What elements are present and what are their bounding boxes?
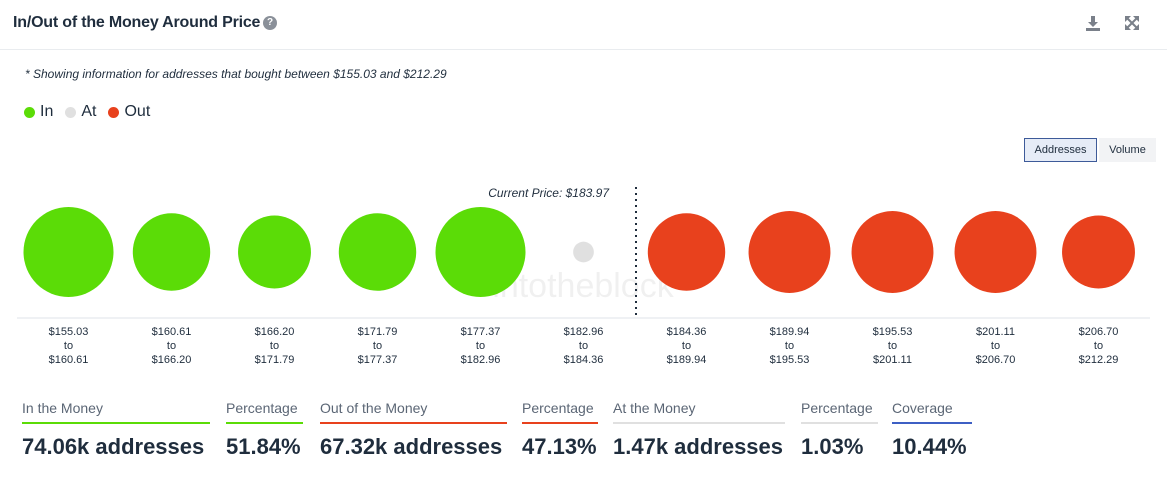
legend-item-at[interactable]: At xyxy=(65,103,96,121)
stats-row: In the Money 74.06k addresses Percentage… xyxy=(0,400,1167,477)
tick-label-to: to xyxy=(682,340,691,352)
addresses-toggle-button[interactable]: Addresses xyxy=(1024,138,1097,162)
tick-label-to: to xyxy=(373,340,382,352)
tick-label-end: $189.94 xyxy=(667,354,707,366)
stat-value: 51.84% xyxy=(226,434,301,459)
tick-label-from: $184.36 xyxy=(667,326,707,338)
tick-label-end: $177.37 xyxy=(358,354,398,366)
stat-rule xyxy=(22,422,210,424)
stat-rule xyxy=(801,422,878,424)
tick-label-to: to xyxy=(991,340,1000,352)
stat-label: At the Money xyxy=(613,400,696,416)
tick-label-end: $160.61 xyxy=(49,354,89,366)
tick-label-end: $201.11 xyxy=(873,354,912,366)
tick-label-from: $206.70 xyxy=(1079,326,1119,338)
stat-rule xyxy=(226,422,303,424)
tick-label-end: $184.36 xyxy=(564,354,604,366)
bubble-out xyxy=(954,211,1037,293)
tick-label-end: $182.96 xyxy=(461,354,501,366)
tick-label-from: $155.03 xyxy=(49,326,89,338)
tick-label-to: to xyxy=(888,340,897,352)
tick-label-end: $195.53 xyxy=(770,354,810,366)
legend-swatch-out xyxy=(108,106,120,118)
tick-label-from: $171.79 xyxy=(358,326,398,338)
bubble-at xyxy=(573,241,594,263)
chart-title: In/Out of the Money Around Price xyxy=(13,14,261,31)
tick-label-to: to xyxy=(64,340,73,352)
legend-label-in: In xyxy=(40,103,54,120)
bubble-in xyxy=(238,215,311,289)
bubble-chart: intotheblock $155.03 to $160.61 $160.61 to $16… xyxy=(17,186,1150,366)
tick-label-from: $177.37 xyxy=(461,326,501,338)
question-circle-icon[interactable]: ? xyxy=(263,16,277,30)
stat-value: 47.13% xyxy=(522,434,597,459)
watermark-text: intotheblock xyxy=(492,267,674,305)
bubble-in xyxy=(435,207,526,297)
stat-in-the-money: In the Money 74.06k addresses xyxy=(22,400,210,460)
legend-item-out[interactable]: Out xyxy=(108,103,150,121)
download-icon[interactable] xyxy=(1084,14,1102,32)
tick-label-end: $171.79 xyxy=(255,354,295,366)
tick-label-to: to xyxy=(476,340,485,352)
current-price-label: Current Price: $183.97 xyxy=(488,186,610,200)
stat-value: 67.32k addresses xyxy=(320,434,503,459)
bubble-out xyxy=(748,211,831,293)
stat-out-percentage: Percentage 47.13% xyxy=(522,400,598,460)
bubble-out xyxy=(1062,215,1135,289)
tick-label-from: $182.96 xyxy=(564,326,604,338)
stat-label: Coverage xyxy=(892,400,953,416)
tick-label-from: $189.94 xyxy=(770,326,810,338)
legend-swatch-at xyxy=(65,106,77,118)
stat-value: 10.44% xyxy=(892,434,967,459)
tick-label-from: $166.20 xyxy=(255,326,295,338)
tick-label-to: to xyxy=(167,340,176,352)
stat-coverage: Coverage 10.44% xyxy=(892,400,972,460)
tick-label-from: $195.53 xyxy=(873,326,913,338)
tick-label-to: to xyxy=(1094,340,1103,352)
legend-item-in[interactable]: In xyxy=(24,103,53,121)
stat-at-the-money: At the Money 1.47k addresses xyxy=(613,400,785,460)
bubble-in xyxy=(338,213,417,291)
stat-label: In the Money xyxy=(22,400,103,416)
expand-icon[interactable] xyxy=(1123,14,1141,32)
stat-out-of-the-money: Out of the Money 67.32k addresses xyxy=(320,400,507,460)
bubble-out xyxy=(647,213,726,291)
volume-toggle-button[interactable]: Volume xyxy=(1099,138,1156,162)
stat-label: Percentage xyxy=(226,400,298,416)
stat-rule xyxy=(892,422,972,424)
stat-label: Out of the Money xyxy=(320,400,428,416)
tick-label-to: to xyxy=(579,340,588,352)
bubble-out xyxy=(851,211,934,293)
stat-value: 1.03% xyxy=(801,434,864,459)
stat-value: 74.06k addresses xyxy=(22,434,205,459)
tick-label-end: $166.20 xyxy=(152,354,192,366)
legend-swatch-in xyxy=(24,106,35,118)
legend-label-at: At xyxy=(81,103,97,120)
legend: In At Out xyxy=(24,103,162,121)
stat-rule xyxy=(320,422,507,424)
tick-label-end: $212.29 xyxy=(1079,354,1119,366)
tick-label-end: $206.70 xyxy=(976,354,1016,366)
bubble-in xyxy=(132,213,211,291)
legend-label-out: Out xyxy=(124,103,151,120)
stat-value: 1.47k addresses xyxy=(613,434,784,459)
chart-header: In/Out of the Money Around Price ? xyxy=(0,0,1167,50)
tick-label-from: $160.61 xyxy=(152,326,192,338)
bubble-in xyxy=(23,207,114,297)
stat-label: Percentage xyxy=(522,400,594,416)
tick-label-from: $201.11 xyxy=(976,326,1015,338)
tick-label-to: to xyxy=(270,340,279,352)
stat-rule xyxy=(613,422,785,424)
tick-label-to: to xyxy=(785,340,794,352)
stat-in-percentage: Percentage 51.84% xyxy=(226,400,303,460)
stat-rule xyxy=(522,422,598,424)
stat-at-percentage: Percentage 1.03% xyxy=(801,400,878,460)
range-note: * Showing information for addresses that… xyxy=(25,67,447,81)
stat-label: Percentage xyxy=(801,400,873,416)
